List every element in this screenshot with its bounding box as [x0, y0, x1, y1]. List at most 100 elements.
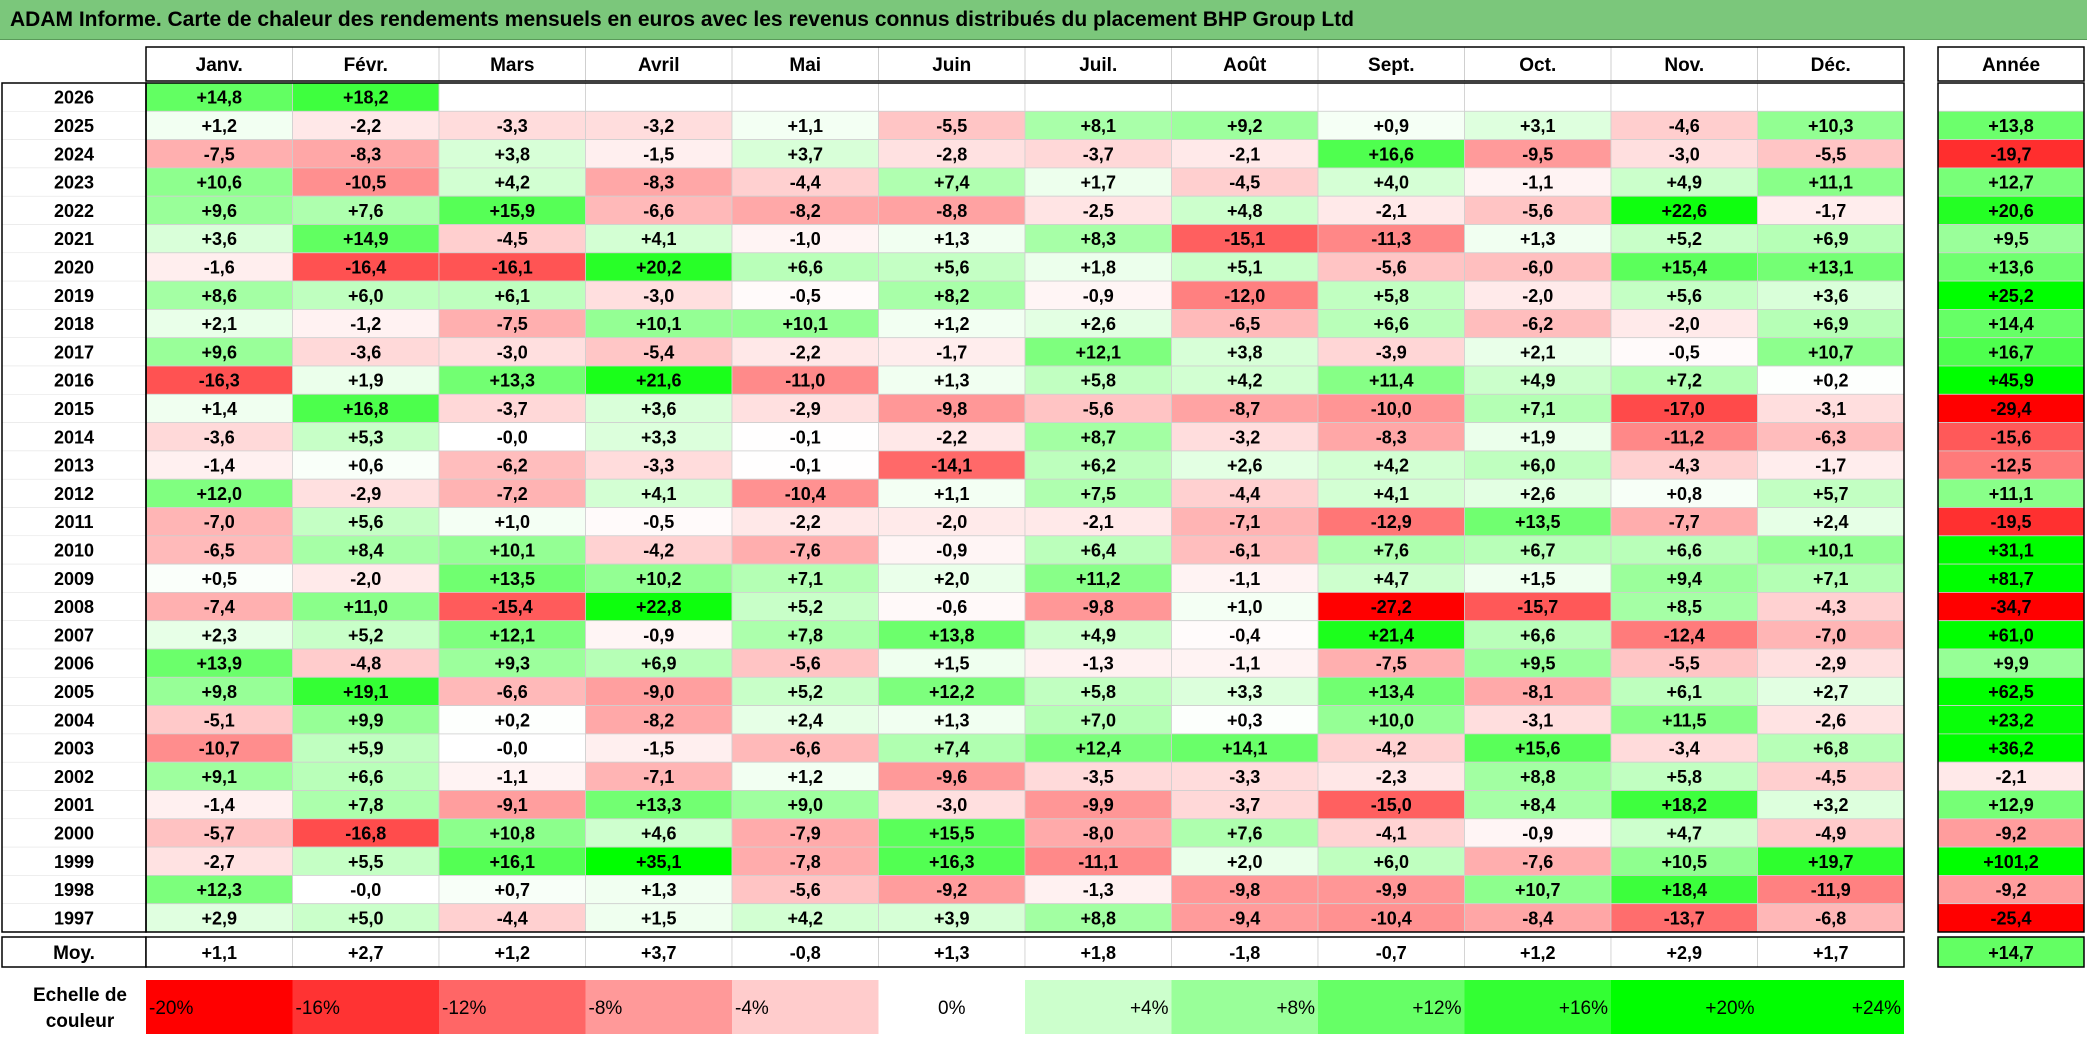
average-cell-value: +1,8	[1080, 943, 1116, 963]
heatmap-cell-value: -2,0	[350, 569, 381, 589]
heatmap-cell-value: -3,1	[1815, 399, 1846, 419]
annual-cell-value: -19,5	[1990, 512, 2031, 532]
year-label-cell	[1, 790, 147, 820]
heatmap-cell-value: +5,9	[348, 739, 384, 759]
heatmap-cell	[292, 422, 440, 452]
heatmap-cell	[1171, 676, 1319, 706]
heatmap-cell	[878, 280, 1026, 310]
heatmap-cell-value: +3,8	[494, 144, 530, 164]
scale-swatch-label: -16%	[296, 998, 340, 1019]
month-header-label: Oct.	[1519, 55, 1556, 76]
heatmap-cell	[1464, 846, 1612, 876]
heatmap-cell	[1757, 790, 1905, 820]
heatmap-cell	[1757, 422, 1905, 452]
heatmap-cell	[1757, 733, 1905, 763]
heatmap-cell	[731, 620, 879, 650]
year-label-cell	[1, 167, 147, 197]
heatmap-cell-value: -11,3	[1371, 229, 1411, 249]
month-header-label: Déc.	[1811, 55, 1851, 76]
heatmap-cell-value: +1,5	[1520, 569, 1556, 589]
heatmap-cell	[1464, 82, 1612, 112]
heatmap-cell-value: +11,2	[1076, 569, 1121, 589]
heatmap-cell-value: -5,6	[1376, 257, 1407, 277]
heatmap-cell	[1024, 620, 1172, 650]
heatmap-cell-value: -3,5	[1083, 767, 1114, 787]
annual-cell	[1937, 648, 2085, 678]
heatmap-cell-value: -4,2	[1376, 739, 1407, 759]
heatmap-cell-value: -6,5	[1229, 314, 1260, 334]
annual-grid-border	[1937, 82, 2085, 933]
scale-swatch-label: +24%	[1852, 998, 1901, 1019]
month-header-label: Août	[1223, 55, 1267, 76]
heatmap-cell	[878, 705, 1026, 735]
heatmap-cell-value: +12,4	[1075, 739, 1121, 759]
heatmap-cell-value: +0,3	[1227, 710, 1263, 730]
heatmap-cell-value: +6,9	[1813, 229, 1849, 249]
heatmap-cell-value: -2,2	[790, 512, 821, 532]
heatmap-cell	[145, 563, 293, 593]
average-cell	[1024, 936, 1172, 968]
heatmap-cell	[1024, 676, 1172, 706]
scale-swatch	[1025, 980, 1172, 1034]
heatmap-cell	[1610, 195, 1758, 225]
heatmap-cell-value: -4,4	[497, 908, 528, 928]
month-header-label: Sept.	[1368, 55, 1414, 76]
annual-cell-value: +12,7	[1988, 173, 2034, 193]
heatmap-cell-value: -16,4	[345, 257, 386, 277]
heatmap-cell	[1024, 82, 1172, 112]
heatmap-cell-value: +0,8	[1666, 484, 1702, 504]
annual-cell-value: +16,7	[1988, 342, 2034, 362]
heatmap-cell-value: -3,6	[350, 342, 381, 362]
scale-swatch-label: -8%	[589, 998, 623, 1019]
heatmap-cell	[438, 422, 586, 452]
heatmap-cell-value: +2,4	[1813, 512, 1849, 532]
heatmap-cell	[1464, 676, 1612, 706]
annual-cell	[1937, 507, 2085, 537]
heatmap-cell	[292, 818, 440, 848]
heatmap-cell-value: -5,4	[643, 342, 674, 362]
heatmap-cell-value: +10,5	[1661, 852, 1707, 872]
month-header-cell	[1024, 46, 1172, 82]
heatmap-cell-value: +7,2	[1666, 371, 1702, 391]
heatmap-cell	[731, 535, 879, 565]
heatmap-cell	[292, 507, 440, 537]
heatmap-cell-value: +1,4	[201, 399, 237, 419]
heatmap-cell-value: -4,4	[790, 173, 821, 193]
heatmap-cell-value: +9,4	[1666, 569, 1702, 589]
heatmap-cell-value: +1,8	[1080, 257, 1116, 277]
heatmap-cell	[585, 620, 733, 650]
heatmap-cell	[145, 422, 293, 452]
month-header-border	[145, 46, 1905, 82]
heatmap-cell-value: +4,2	[1227, 371, 1263, 391]
annual-cell	[1937, 337, 2085, 367]
year-label: 2009	[54, 569, 94, 589]
chart-title: ADAM Informe. Carte de chaleur des rende…	[10, 8, 1354, 31]
heatmap-cell-value: +2,1	[1520, 342, 1556, 362]
heatmap-cell-value: +5,7	[1813, 484, 1849, 504]
heatmap-cell	[1024, 648, 1172, 678]
heatmap-cell-value: -10,4	[1371, 908, 1412, 928]
heatmap-cell	[1464, 592, 1612, 622]
heatmap-cell	[731, 195, 879, 225]
heatmap-cell-value: +21,6	[636, 371, 682, 391]
heatmap-cell-value: +5,6	[1666, 286, 1702, 306]
heatmap-cell-value: -7,2	[497, 484, 528, 504]
heatmap-cell	[1464, 365, 1612, 395]
scale-swatch-label: +4%	[1130, 998, 1169, 1019]
heatmap-cell-value: -3,0	[1669, 144, 1700, 164]
heatmap-cell-value: +5,6	[348, 512, 384, 532]
heatmap-cell-value: +8,5	[1666, 597, 1702, 617]
heatmap-cell-value: +6,6	[348, 767, 384, 787]
heatmap-cell-value: -2,0	[1669, 314, 1700, 334]
heatmap-cell-value: +16,6	[1368, 144, 1414, 164]
heatmap-cell	[438, 110, 586, 141]
heatmap-cell-value: -8,7	[1229, 399, 1260, 419]
heatmap-cell	[145, 139, 293, 169]
heatmap-cell	[438, 308, 586, 339]
heatmap-cell	[1317, 110, 1465, 141]
heatmap-cell	[1610, 422, 1758, 452]
heatmap-cell	[438, 252, 586, 282]
heatmap-cell	[438, 139, 586, 169]
heatmap-cell	[1317, 139, 1465, 169]
heatmap-cell-value: +21,4	[1368, 625, 1414, 645]
